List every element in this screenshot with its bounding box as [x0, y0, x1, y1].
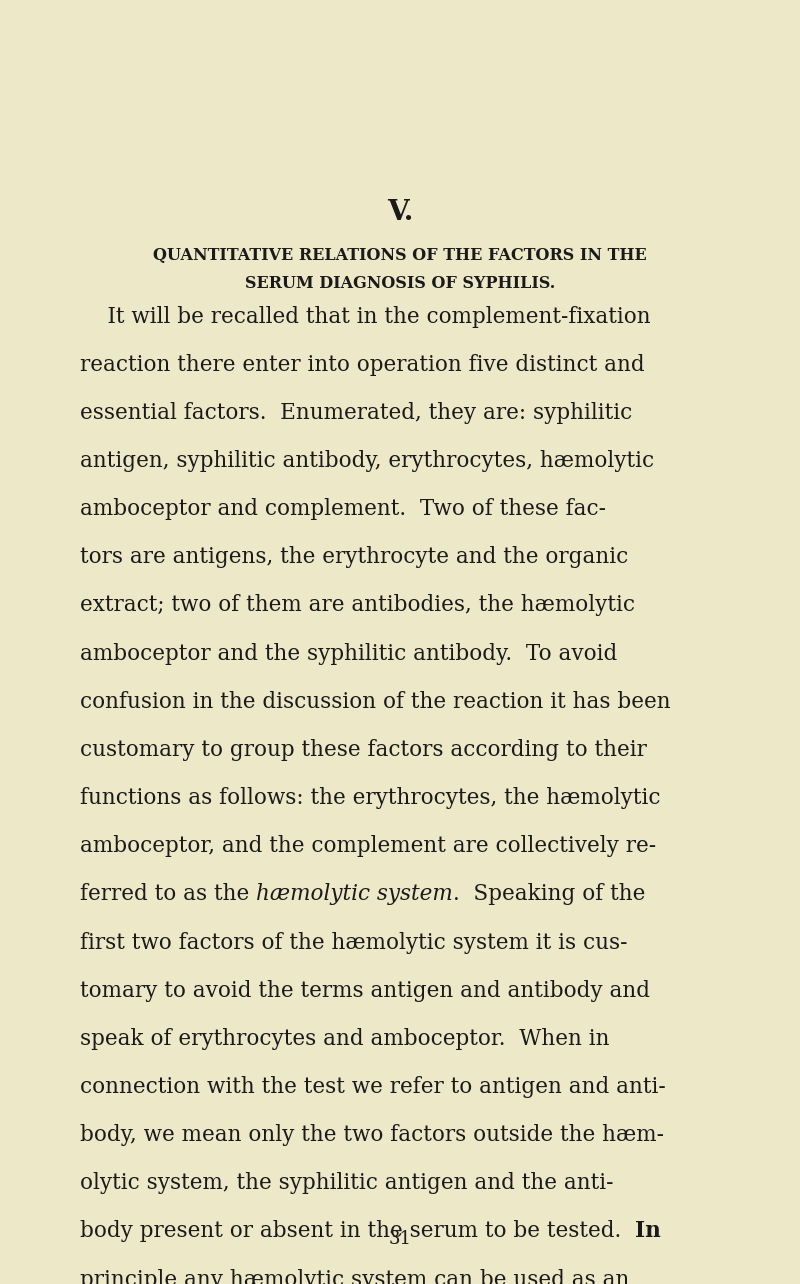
Text: In: In [635, 1220, 661, 1243]
Text: 31: 31 [389, 1230, 411, 1248]
Text: tors are antigens, the erythrocyte and the organic: tors are antigens, the erythrocyte and t… [80, 546, 628, 569]
Text: V.: V. [387, 199, 413, 226]
Text: first two factors of the hæmolytic system it is cus-: first two factors of the hæmolytic syste… [80, 931, 627, 954]
Text: amboceptor, and the complement are collectively re-: amboceptor, and the complement are colle… [80, 835, 656, 858]
Text: hæmolytic system: hæmolytic system [256, 883, 453, 905]
Text: body present or absent in the serum to be tested.: body present or absent in the serum to b… [80, 1220, 635, 1243]
Text: ferred to as the: ferred to as the [80, 883, 256, 905]
Text: antigen, syphilitic antibody, erythrocytes, hæmolytic: antigen, syphilitic antibody, erythrocyt… [80, 449, 654, 473]
Text: It will be recalled that in the complement-fixation: It will be recalled that in the compleme… [80, 306, 650, 327]
Text: principle any hæmolytic system can be used as an: principle any hæmolytic system can be us… [80, 1269, 630, 1284]
Text: QUANTITATIVE RELATIONS OF THE FACTORS IN THE: QUANTITATIVE RELATIONS OF THE FACTORS IN… [153, 247, 647, 263]
Text: .  Speaking of the: . Speaking of the [453, 883, 646, 905]
Text: essential factors.  Enumerated, they are: syphilitic: essential factors. Enumerated, they are:… [80, 402, 632, 424]
Text: speak of erythrocytes and amboceptor.  When in: speak of erythrocytes and amboceptor. Wh… [80, 1027, 610, 1050]
Text: olytic system, the syphilitic antigen and the anti-: olytic system, the syphilitic antigen an… [80, 1172, 614, 1194]
Text: extract; two of them are antibodies, the hæmolytic: extract; two of them are antibodies, the… [80, 594, 635, 616]
Text: body, we mean only the two factors outside the hæm-: body, we mean only the two factors outsi… [80, 1124, 664, 1147]
Text: confusion in the discussion of the reaction it has been: confusion in the discussion of the react… [80, 691, 670, 713]
Text: reaction there enter into operation five distinct and: reaction there enter into operation five… [80, 353, 645, 376]
Text: amboceptor and the syphilitic antibody.  To avoid: amboceptor and the syphilitic antibody. … [80, 642, 618, 665]
Text: SERUM DIAGNOSIS OF SYPHILIS.: SERUM DIAGNOSIS OF SYPHILIS. [245, 275, 555, 291]
Text: functions as follows: the erythrocytes, the hæmolytic: functions as follows: the erythrocytes, … [80, 787, 661, 809]
Text: tomary to avoid the terms antigen and antibody and: tomary to avoid the terms antigen and an… [80, 980, 650, 1002]
Text: customary to group these factors according to their: customary to group these factors accordi… [80, 738, 647, 761]
Text: connection with the test we refer to antigen and anti-: connection with the test we refer to ant… [80, 1076, 666, 1098]
Text: amboceptor and complement.  Two of these fac-: amboceptor and complement. Two of these … [80, 498, 606, 520]
